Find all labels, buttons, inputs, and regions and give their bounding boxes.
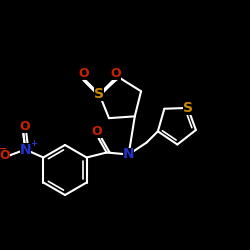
Text: −: − — [0, 144, 8, 154]
Text: O: O — [91, 125, 102, 138]
Text: O: O — [78, 67, 88, 80]
Text: S: S — [94, 87, 104, 101]
Text: O: O — [19, 120, 30, 133]
Text: N: N — [123, 148, 134, 162]
Text: O: O — [0, 149, 10, 162]
Text: S: S — [183, 101, 193, 115]
Text: +: + — [30, 138, 37, 147]
Text: N: N — [20, 142, 31, 156]
Text: O: O — [110, 67, 120, 80]
